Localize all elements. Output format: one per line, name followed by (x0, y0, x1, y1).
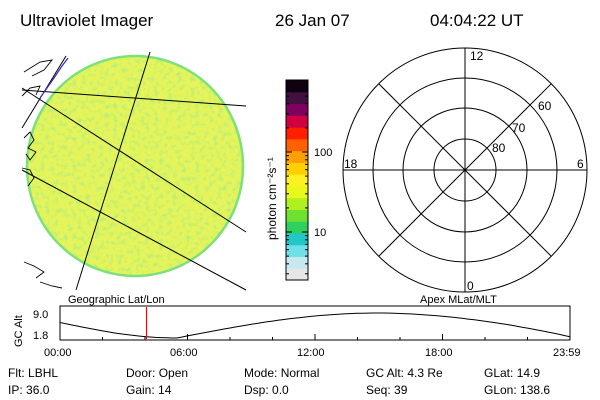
colorbar-tick-label: 10 (314, 227, 326, 239)
colorbar-swatch (286, 91, 308, 105)
colorbar-swatch (286, 80, 308, 93)
status-door: Door: Open (126, 366, 188, 380)
altitude-xticks (59, 334, 571, 340)
status-readout: Flt: LBHL Door: Open Mode: Normal GC Alt… (8, 366, 550, 397)
status-flt: Flt: LBHL (8, 366, 58, 380)
mlat-label-70: 70 (512, 121, 526, 135)
status-dsp: Dsp: 0.0 (244, 383, 289, 397)
status-seq: Seq: 39 (366, 383, 408, 397)
colorbar-swatch (286, 209, 308, 222)
polar-plot (342, 47, 588, 293)
status-ip: IP: 36.0 (8, 383, 50, 397)
altitude-xtick-0000: 00:00 (44, 347, 72, 359)
colorbar-swatch (286, 174, 308, 187)
status-glat: GLat: 14.9 (484, 366, 540, 380)
time-label: 04:04:22 UT (430, 11, 524, 30)
altitude-ytick-low: 1.8 (33, 330, 48, 342)
colorbar-swatch (286, 197, 308, 211)
colorbar-swatch (286, 138, 308, 152)
altitude-ytick-high: 9.0 (33, 309, 48, 321)
mlt-label-6: 6 (577, 157, 584, 171)
globe-image (21, 51, 247, 291)
date-label: 26 Jan 07 (275, 11, 350, 30)
latlon-grid (21, 51, 247, 291)
colorbar-swatch (286, 221, 308, 234)
colorbar-swatch (286, 127, 308, 140)
altitude-xtick-0600: 06:00 (170, 347, 198, 359)
status-gc-alt: GC Alt: 4.3 Re (366, 366, 443, 380)
mlat-label-60: 60 (538, 99, 552, 113)
mlt-label-0: 0 (467, 279, 474, 293)
app-title: Ultraviolet Imager (20, 11, 154, 30)
colorbar-tick-label: 100 (314, 147, 332, 159)
colorbar: 100 10 (285, 79, 332, 281)
right-panel-caption: Apex MLat/MLT (420, 294, 497, 306)
altitude-curve (59, 312, 571, 339)
status-glon: GLon: 138.6 (484, 383, 550, 397)
altitude-xtick-2359: 23:59 (553, 347, 581, 359)
globe-texture (27, 56, 243, 276)
colorbar-swatch (286, 232, 308, 246)
colorbar-swatch (286, 244, 308, 258)
colorbar-swatch (286, 115, 308, 128)
mlt-label-12: 12 (470, 49, 484, 63)
altitude-xtick-1800: 18:00 (425, 347, 453, 359)
mlat-label-80: 80 (492, 141, 506, 155)
colorbar-swatch (286, 185, 308, 199)
left-panel-caption: Geographic Lat/Lon (68, 294, 165, 306)
mlt-label-18: 18 (344, 157, 358, 171)
colorbar-swatch (286, 268, 308, 281)
globe-limb (25, 54, 245, 278)
colorbar-frame (285, 79, 309, 281)
colorbar-swatch (286, 162, 308, 175)
mlt-diagonal-2 (378, 83, 552, 257)
status-mode: Mode: Normal (244, 366, 319, 380)
altitude-xtick-1200: 12:00 (297, 347, 325, 359)
altitude-ylabel: GC Alt (13, 315, 25, 347)
colorbar-swatch (286, 103, 308, 116)
coast-blue-line (39, 57, 69, 99)
status-gain: Gain: 14 (126, 383, 172, 397)
colorbar-unit-label: photon cm⁻²s⁻¹ (265, 157, 279, 240)
coastline-lines (21, 59, 63, 289)
colorbar-swatch (286, 150, 308, 163)
colorbar-swatch (286, 256, 308, 269)
